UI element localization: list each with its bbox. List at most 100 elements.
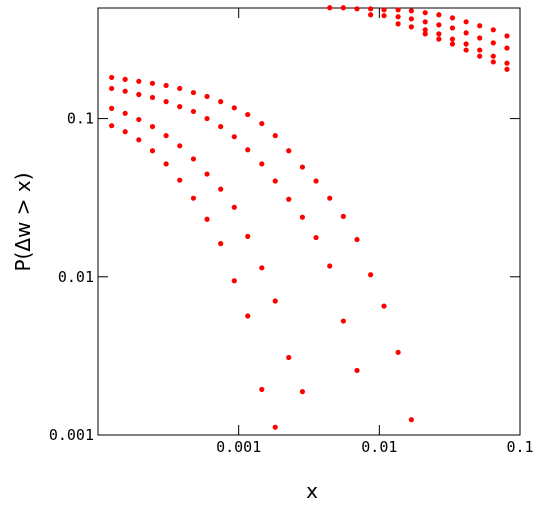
x-tick-label: 0.001 (216, 438, 261, 456)
x-tick-label: 0.1 (506, 438, 533, 456)
point (122, 88, 128, 94)
point (163, 99, 169, 105)
point (231, 105, 237, 111)
point (231, 204, 237, 210)
point (477, 47, 483, 53)
point (340, 213, 346, 219)
point (149, 123, 156, 130)
x-axis-label: x (306, 479, 318, 503)
point (422, 19, 428, 25)
point (381, 7, 387, 13)
point (218, 186, 224, 192)
point (177, 143, 183, 149)
point (408, 417, 414, 423)
point (272, 424, 278, 430)
point (313, 178, 319, 184)
point (408, 24, 414, 30)
point (204, 216, 210, 222)
point (190, 195, 197, 201)
point (163, 82, 169, 89)
point (395, 7, 401, 13)
point (354, 367, 360, 374)
point (477, 23, 483, 29)
point (204, 171, 210, 177)
point (231, 134, 237, 140)
y-tick-label: 0.001 (49, 426, 94, 444)
point (368, 6, 374, 12)
point (149, 94, 156, 101)
point (218, 99, 224, 105)
point (299, 389, 306, 395)
point (190, 156, 197, 162)
point (190, 89, 197, 96)
point (136, 116, 142, 123)
point (136, 137, 142, 143)
point (245, 147, 251, 153)
point (490, 27, 496, 33)
point (149, 148, 156, 154)
point (286, 354, 292, 361)
point (259, 265, 265, 271)
point (313, 234, 319, 241)
point (286, 196, 292, 202)
point (259, 161, 265, 167)
point (122, 110, 128, 116)
point (354, 236, 360, 243)
point (422, 27, 428, 33)
point (272, 178, 278, 184)
point (449, 15, 456, 21)
point (231, 278, 237, 284)
point (436, 22, 442, 28)
point (327, 263, 333, 269)
point (327, 5, 333, 11)
point (422, 31, 428, 37)
point (408, 16, 414, 22)
point (504, 66, 510, 72)
point (368, 272, 374, 278)
point (490, 59, 496, 65)
point (477, 53, 483, 59)
point (299, 164, 306, 170)
point (299, 214, 306, 220)
point (204, 115, 210, 122)
point (245, 233, 251, 240)
point (463, 19, 469, 25)
point (163, 161, 169, 167)
point (422, 10, 428, 16)
point (259, 386, 265, 393)
point (395, 21, 401, 27)
point (122, 129, 128, 135)
point (272, 298, 278, 304)
x-tick-label: 0.01 (361, 438, 397, 456)
point (259, 120, 265, 127)
point (381, 13, 387, 19)
point (109, 74, 115, 81)
point (109, 85, 115, 92)
y-tick-label: 0.1 (67, 110, 94, 128)
point (327, 195, 333, 201)
point (436, 12, 442, 18)
point (245, 313, 251, 319)
point (177, 177, 183, 183)
plot-frame (97, 7, 521, 436)
point (490, 40, 496, 46)
point (436, 31, 442, 37)
point (136, 91, 142, 98)
point (136, 78, 142, 84)
point (504, 45, 510, 51)
point (204, 93, 210, 100)
point (463, 41, 469, 47)
point (245, 111, 251, 118)
point (463, 30, 469, 36)
point (272, 133, 278, 139)
y-axis-label: P(Δw > x) (11, 172, 35, 271)
point (177, 104, 183, 110)
point (395, 14, 401, 20)
point (218, 241, 224, 247)
point (177, 85, 183, 92)
point (436, 36, 442, 42)
point (354, 6, 360, 12)
point (504, 60, 510, 66)
point (122, 76, 128, 82)
point (286, 148, 292, 154)
